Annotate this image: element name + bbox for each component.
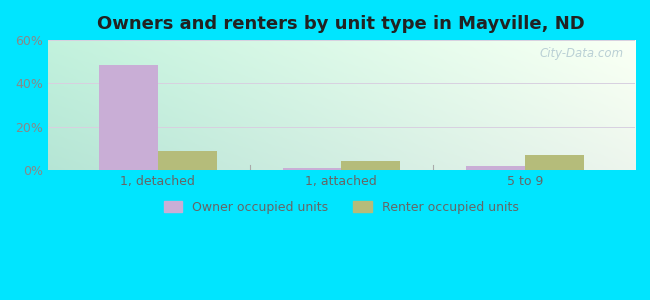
Legend: Owner occupied units, Renter occupied units: Owner occupied units, Renter occupied un… — [159, 196, 524, 219]
Bar — [99, 65, 158, 170]
Bar — [466, 166, 525, 170]
Bar — [341, 161, 400, 170]
Title: Owners and renters by unit type in Mayville, ND: Owners and renters by unit type in Mayvi… — [98, 15, 585, 33]
Text: City-Data.com: City-Data.com — [539, 46, 623, 60]
Bar — [158, 151, 216, 170]
Bar — [525, 155, 584, 170]
Bar — [283, 168, 341, 170]
